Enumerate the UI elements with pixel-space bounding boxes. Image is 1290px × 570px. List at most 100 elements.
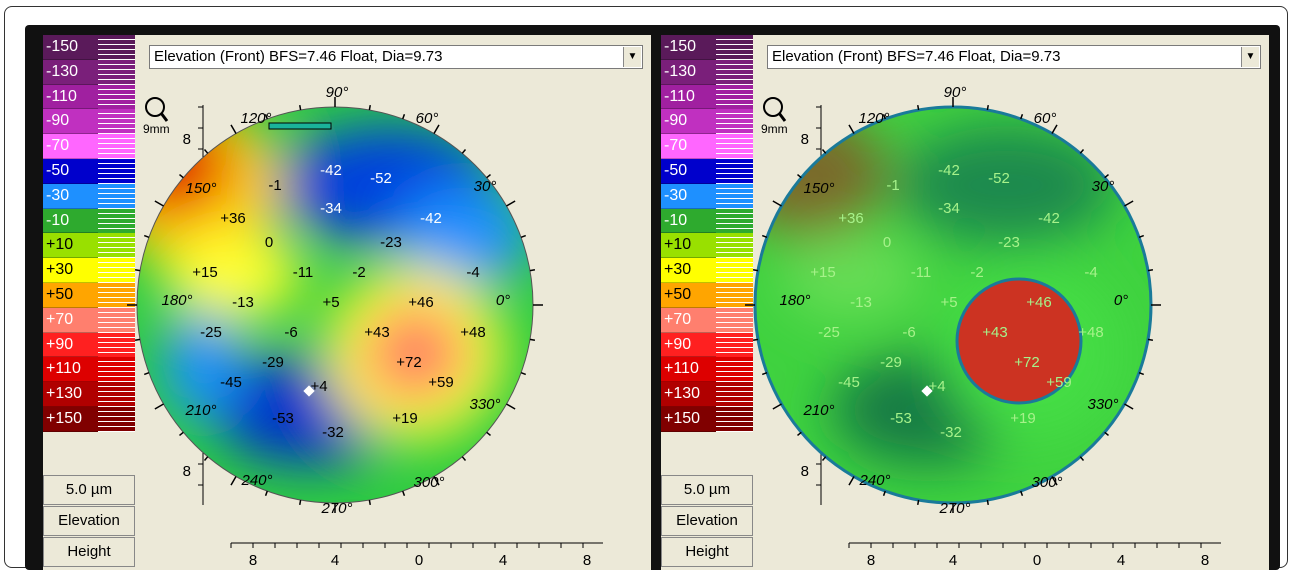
scale-swatch [716, 233, 753, 259]
scale-label: -70 [661, 134, 716, 159]
axis-tick-label: 8 [249, 552, 257, 569]
map-value: -25 [200, 324, 222, 341]
scale-label: +50 [661, 282, 716, 308]
height-label[interactable]: Height [661, 537, 753, 567]
scale-row: -10 [43, 208, 135, 234]
map-value: -25 [818, 324, 840, 341]
scale-row: -50 [43, 158, 135, 184]
scale-row: -130 [43, 59, 135, 85]
axis-tick-label: 8 [183, 463, 191, 480]
map-type-text: Elevation (Front) BFS=7.46 Float, Dia=9.… [772, 48, 1061, 65]
scale-swatch [716, 134, 753, 159]
mode-label[interactable]: Elevation [43, 506, 135, 536]
map-value: -1 [268, 177, 281, 194]
scale-label: +10 [661, 233, 716, 259]
axis-tick-label: 8 [867, 552, 875, 569]
scale-swatch [716, 158, 753, 184]
map-value: +15 [810, 264, 835, 281]
scale-row: -10 [661, 208, 753, 234]
ring-ticks [745, 97, 1161, 513]
scale-swatch [98, 109, 135, 135]
unit-box[interactable]: 5.0 µm [661, 475, 753, 505]
map-value: -6 [284, 324, 297, 341]
map-type-text: Elevation (Front) BFS=7.46 Float, Dia=9.… [154, 48, 443, 65]
scale-row: +90 [43, 332, 135, 358]
scale-swatch [716, 84, 753, 110]
map-type-dropdown[interactable]: Elevation (Front) BFS=7.46 Float, Dia=9.… [149, 45, 643, 69]
scale-row: -110 [661, 84, 753, 110]
scale-label: +110 [661, 357, 716, 383]
map-value: +15 [192, 264, 217, 281]
map-value: -42 [938, 162, 960, 179]
map-value: -53 [272, 410, 294, 427]
scale-row: +10 [661, 233, 753, 259]
chevron-down-icon[interactable]: ▼ [623, 47, 641, 67]
scale-label: +30 [661, 258, 716, 283]
scale-label: -10 [661, 208, 716, 234]
angle-label: 240° [240, 472, 272, 489]
map-value: +19 [1010, 410, 1035, 427]
scale-label: +10 [43, 233, 98, 259]
zoom-icon[interactable] [145, 97, 169, 122]
scale-swatch [98, 233, 135, 259]
scale-swatch [716, 282, 753, 308]
map-value: -34 [320, 200, 342, 217]
map-value: 0 [265, 234, 273, 251]
map-value: -6 [902, 324, 915, 341]
treatment-zone [955, 277, 1083, 405]
scale-label: +30 [43, 258, 98, 283]
center-marker [921, 385, 933, 397]
scale-label: +130 [661, 382, 716, 407]
scale-row: -70 [661, 134, 753, 159]
scale-label: -110 [43, 84, 98, 110]
map-value: +36 [220, 210, 245, 227]
scale-row: -130 [661, 59, 753, 85]
angle-label: 270° [320, 500, 352, 517]
map-surface [755, 107, 1151, 503]
axis-tick-label: 0 [1033, 552, 1041, 569]
scale-label: +70 [661, 307, 716, 333]
map-value: -42 [420, 210, 442, 227]
map-value: -13 [850, 294, 872, 311]
scale-swatch [716, 59, 753, 85]
scale-swatch [98, 158, 135, 184]
figure-border: -150 -130 -110 -90 -70 -50 -30 -10 +10 +30 +50 +70 +… [4, 6, 1288, 570]
map-value: -42 [320, 162, 342, 179]
color-scale: -150 -130 -110 -90 -70 -50 -30 -10 +10 +30 +50 +70 +… [661, 35, 753, 432]
map-value: -29 [880, 354, 902, 371]
map-type-dropdown[interactable]: Elevation (Front) BFS=7.46 Float, Dia=9.… [767, 45, 1261, 69]
chevron-down-icon[interactable]: ▼ [1241, 47, 1259, 67]
scale-label: +150 [43, 406, 98, 432]
map-value: +46 [408, 294, 433, 311]
angle-label: 180° [161, 292, 192, 309]
scale-row: +130 [661, 382, 753, 407]
map-value: +46 [1026, 294, 1051, 311]
mode-label[interactable]: Elevation [661, 506, 753, 536]
map-value: +5 [940, 294, 957, 311]
scale-row: +50 [43, 282, 135, 308]
angle-label: 90° [944, 84, 967, 101]
map-value: -32 [940, 424, 962, 441]
scale-row: +30 [43, 258, 135, 283]
scale-label: -150 [43, 35, 98, 60]
map-value: +59 [1046, 374, 1071, 391]
map-value: +72 [1014, 354, 1039, 371]
map-value: -11 [911, 264, 932, 281]
scale-swatch [98, 382, 135, 407]
scale-row: +30 [661, 258, 753, 283]
scale-row: -110 [43, 84, 135, 110]
scale-swatch [98, 35, 135, 60]
axis-tick-label: 8 [583, 552, 591, 569]
scale-swatch [716, 357, 753, 383]
scale-label: -50 [43, 158, 98, 184]
scale-label: -70 [43, 134, 98, 159]
unit-box[interactable]: 5.0 µm [43, 475, 135, 505]
elevation-map: 84048840489mm90°120°150°180°210°240°270°… [127, 84, 603, 569]
scale-label: +50 [43, 282, 98, 308]
angle-label: 300° [413, 474, 444, 491]
scale-label: -130 [661, 59, 716, 85]
height-label[interactable]: Height [43, 537, 135, 567]
scale-label: +130 [43, 382, 98, 407]
map-value: +48 [460, 324, 485, 341]
zoom-icon[interactable] [763, 97, 787, 122]
